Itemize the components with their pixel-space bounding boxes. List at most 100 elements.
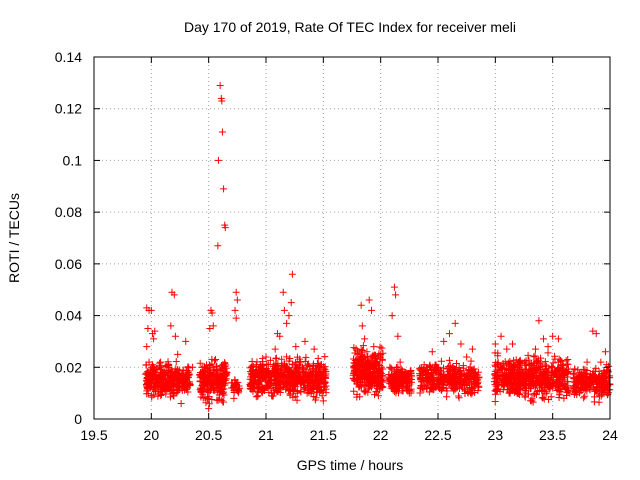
data-point bbox=[393, 380, 401, 388]
data-point bbox=[353, 393, 361, 401]
data-point bbox=[388, 373, 396, 381]
data-point bbox=[205, 400, 213, 408]
data-point bbox=[202, 399, 210, 407]
data-point bbox=[264, 361, 272, 369]
data-point bbox=[566, 389, 574, 397]
data-point bbox=[208, 309, 216, 317]
data-point bbox=[442, 373, 450, 381]
data-point bbox=[296, 358, 304, 366]
data-point bbox=[465, 366, 473, 374]
data-point bbox=[169, 392, 177, 400]
data-point bbox=[575, 373, 583, 381]
data-point bbox=[145, 358, 153, 366]
data-point bbox=[443, 393, 451, 401]
data-point bbox=[321, 353, 329, 361]
data-point bbox=[165, 376, 173, 384]
data-point bbox=[597, 358, 605, 366]
data-point bbox=[551, 370, 559, 378]
y-tick-label: 0.08 bbox=[55, 204, 82, 220]
data-point bbox=[562, 383, 570, 391]
data-point bbox=[392, 378, 400, 386]
data-point bbox=[440, 376, 448, 384]
data-point bbox=[589, 370, 597, 378]
data-point bbox=[284, 374, 292, 382]
data-point bbox=[218, 363, 226, 371]
data-point bbox=[350, 387, 358, 395]
data-point bbox=[218, 128, 226, 136]
data-point bbox=[563, 378, 571, 386]
data-point bbox=[422, 363, 430, 371]
data-point bbox=[252, 361, 260, 369]
data-point bbox=[376, 370, 384, 378]
data-point bbox=[268, 389, 276, 397]
data-point bbox=[218, 97, 226, 105]
data-point bbox=[386, 363, 394, 371]
data-point bbox=[276, 332, 284, 340]
data-point bbox=[467, 374, 475, 382]
data-point bbox=[455, 392, 463, 400]
data-point bbox=[294, 364, 302, 372]
data-point bbox=[272, 355, 280, 363]
data-point bbox=[299, 381, 307, 389]
data-point bbox=[232, 288, 240, 296]
data-point bbox=[530, 353, 538, 361]
data-point bbox=[570, 375, 578, 383]
data-point bbox=[258, 358, 266, 366]
data-point bbox=[350, 375, 358, 383]
data-point bbox=[213, 371, 221, 379]
data-point bbox=[455, 394, 463, 402]
data-point bbox=[157, 358, 165, 366]
data-point bbox=[475, 383, 483, 391]
data-point bbox=[251, 384, 259, 392]
data-point bbox=[513, 386, 521, 394]
data-point bbox=[259, 374, 267, 382]
data-point bbox=[200, 375, 208, 383]
data-point bbox=[531, 345, 539, 353]
data-point bbox=[547, 371, 555, 379]
data-point bbox=[391, 374, 399, 382]
data-point bbox=[403, 380, 411, 388]
data-point bbox=[541, 383, 549, 391]
data-point bbox=[581, 384, 589, 392]
data-point bbox=[279, 288, 287, 296]
data-point bbox=[463, 353, 471, 361]
data-point bbox=[273, 371, 281, 379]
data-point bbox=[372, 388, 380, 396]
data-point bbox=[392, 291, 400, 299]
data-point bbox=[493, 366, 501, 374]
data-point bbox=[154, 392, 162, 400]
data-point bbox=[209, 380, 217, 388]
data-point bbox=[417, 374, 425, 382]
data-point bbox=[513, 362, 521, 370]
data-point bbox=[559, 376, 567, 384]
data-point bbox=[521, 360, 529, 368]
data-point bbox=[171, 332, 179, 340]
data-point bbox=[521, 393, 529, 401]
data-point bbox=[352, 345, 360, 353]
data-point bbox=[378, 377, 386, 385]
data-point bbox=[373, 382, 381, 390]
data-point bbox=[445, 330, 453, 338]
data-point bbox=[396, 358, 404, 366]
data-point bbox=[354, 350, 362, 358]
data-point bbox=[355, 363, 363, 371]
x-tick-label: 20 bbox=[144, 427, 160, 443]
data-point bbox=[306, 371, 314, 379]
data-point bbox=[437, 357, 445, 365]
data-point bbox=[215, 376, 223, 384]
data-point bbox=[233, 380, 241, 388]
data-point bbox=[220, 375, 228, 383]
data-point bbox=[445, 356, 453, 364]
data-point bbox=[580, 394, 588, 402]
data-point bbox=[604, 374, 612, 382]
x-tick-label: 21.5 bbox=[310, 427, 337, 443]
data-point bbox=[301, 337, 309, 345]
data-points bbox=[142, 81, 614, 413]
data-point bbox=[448, 379, 456, 387]
data-point bbox=[278, 377, 286, 385]
data-point bbox=[175, 384, 183, 392]
data-point bbox=[154, 383, 162, 391]
data-point bbox=[491, 349, 499, 357]
data-point bbox=[588, 377, 596, 385]
data-point bbox=[182, 375, 190, 383]
